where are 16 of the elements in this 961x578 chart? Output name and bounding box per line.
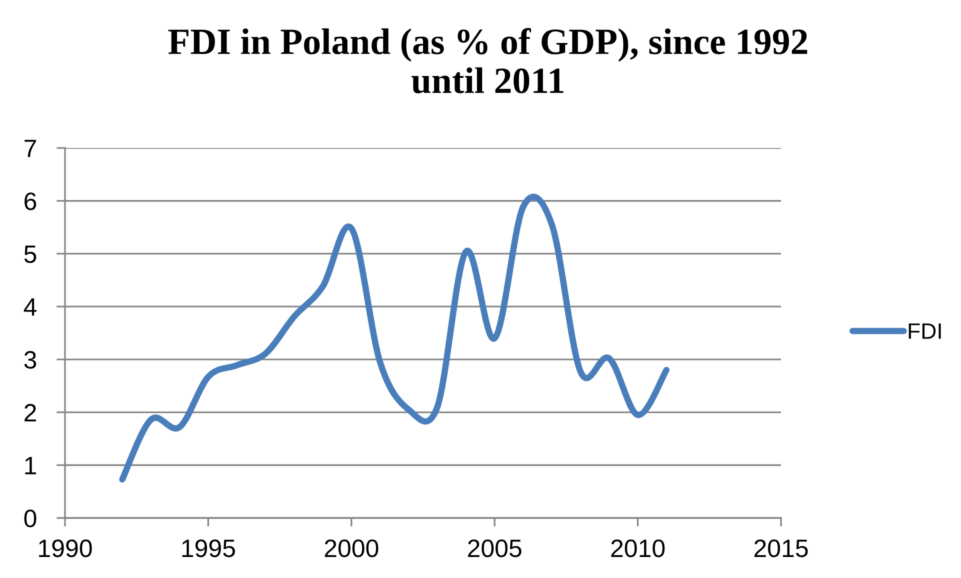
- x-tick-label: 1995: [182, 539, 235, 558]
- y-tick-label: 2: [24, 404, 36, 422]
- y-tick-label: 0: [24, 510, 36, 528]
- x-tick-label: 2015: [754, 539, 808, 558]
- x-tick-label: 1990: [39, 539, 92, 558]
- y-tick-label: 3: [24, 351, 36, 369]
- chart-title: FDI in Poland (as % of GDP), since 1992 until 2011: [168, 28, 808, 94]
- y-tick-label: 7: [24, 140, 36, 158]
- x-tick-label: 2010: [611, 539, 665, 558]
- x-tick-label: 2005: [468, 539, 522, 558]
- y-tick-label: 6: [24, 192, 36, 210]
- legend-label: FDI: [908, 323, 941, 339]
- y-tick-label: 4: [24, 298, 36, 316]
- y-tick-label: 5: [24, 246, 36, 264]
- y-tick-label: 1: [25, 457, 36, 474]
- x-tick-label: 2000: [324, 539, 378, 558]
